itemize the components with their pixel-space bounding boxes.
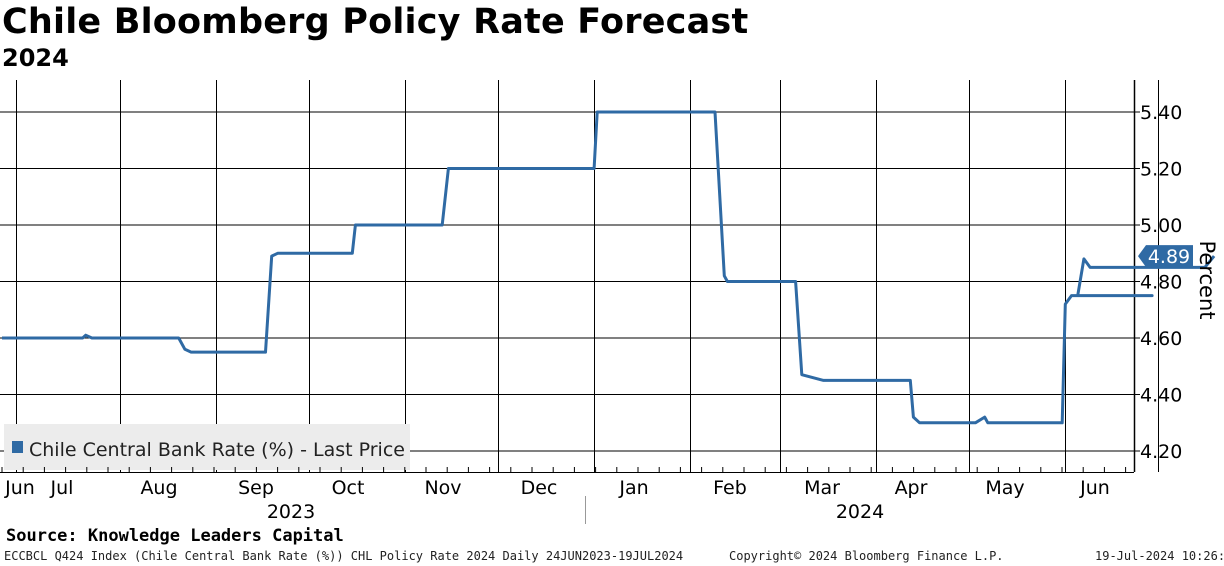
y-tick-label: 4.80 [1140, 272, 1182, 294]
x-tick-label: Jan [618, 477, 648, 499]
source-note: Source: Knowledge Leaders Capital [6, 526, 344, 546]
x-tick-label: Aug [140, 477, 177, 499]
x-tick-label: Jun [1079, 477, 1110, 499]
series-group [2, 110, 1216, 425]
x-tick-label: Oct [332, 477, 365, 499]
x-tick-label: Feb [713, 477, 747, 499]
y-tick-label: 4.20 [1140, 441, 1182, 463]
last-value-label: 4.89 [1148, 246, 1190, 268]
y-tick-label: 5.00 [1140, 215, 1182, 237]
y-axis-title: Percent [1195, 240, 1219, 319]
x-tick-label: Mar [804, 477, 840, 499]
x-tick-label: Jun [4, 477, 35, 499]
year-label: 2024 [836, 501, 884, 523]
series-line [2, 110, 1216, 425]
ticker-footnote: ECCBCL Q424 Index (Chile Central Bank Ra… [4, 549, 684, 563]
x-tick-label: May [985, 477, 1024, 499]
y-tick-label: 5.40 [1140, 102, 1182, 124]
y-tick-label: 4.40 [1140, 385, 1182, 407]
year-label: 2023 [267, 501, 315, 523]
last-value-marker [1138, 245, 1193, 268]
x-tick-label: Apr [895, 477, 928, 499]
chart-subtitle: 2024 [2, 44, 69, 72]
timestamp: 19-Jul-2024 10:26:57 [1095, 549, 1224, 563]
grid-lines [0, 80, 1159, 472]
legend: Chile Central Bank Rate (%) - Last Price [4, 424, 410, 470]
x-axis: Jun Jul Aug Sep Oct Nov Dec Jan Feb Mar Apr May Jun 2… [1, 467, 1127, 524]
legend-background [4, 424, 410, 470]
copyright-note: Copyright© 2024 Bloomberg Finance L.P. [729, 549, 1004, 563]
chart-title: Chile Bloomberg Policy Rate Forecast [2, 2, 749, 42]
x-tick-label: Dec [521, 477, 558, 499]
legend-label: Chile Central Bank Rate (%) - Last Price [29, 439, 405, 461]
x-tick-label: Sep [238, 477, 274, 499]
legend-swatch [12, 441, 23, 453]
y-tick-label: 5.20 [1140, 159, 1182, 181]
x-tick-label: Nov [424, 477, 461, 499]
x-tick-label: Jul [50, 477, 74, 499]
plot-frame [0, 80, 1136, 473]
y-tick-label: 4.60 [1140, 328, 1182, 350]
